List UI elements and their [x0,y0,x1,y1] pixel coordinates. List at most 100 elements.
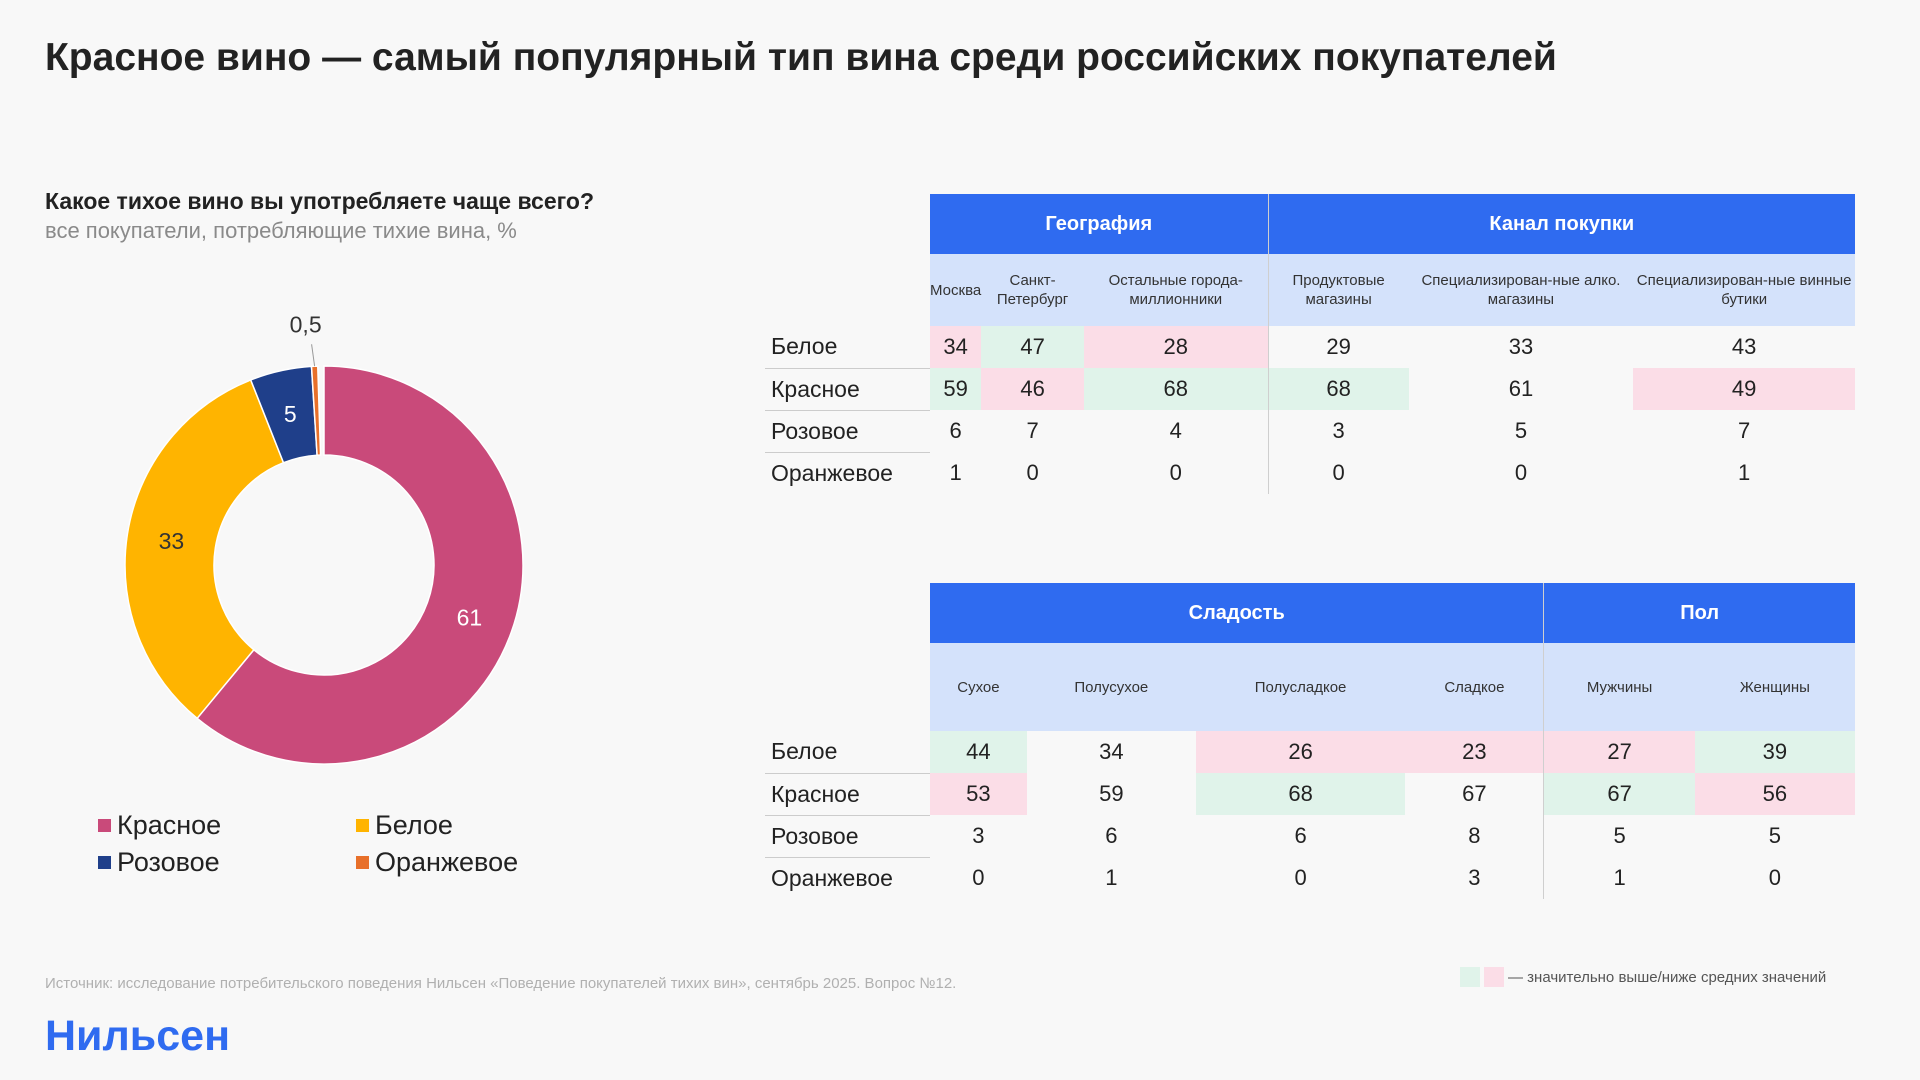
slice-label: 33 [159,528,185,554]
significance-text: — значительно выше/ниже средних значений [1508,968,1827,986]
cell: 0 [1267,452,1409,494]
cell: 7 [1026,418,1039,443]
cell: 67 [1462,781,1487,806]
cell: 0 [1169,460,1182,485]
column-header: Москва [930,254,982,326]
column-header: Остальные города-миллионники [1083,254,1269,326]
cell: 29 [1267,326,1409,368]
slice-label: 61 [457,604,483,630]
cell: 53 [930,773,1027,815]
cell: 39 [1694,731,1855,773]
cell: 23 [1405,731,1544,773]
row-label: Белое [765,326,930,369]
cell: 3 [1267,410,1409,452]
table-row: Розовое 3 6 6 8 5 5 [765,815,1855,858]
legend-item: Белое [356,810,556,841]
slice-1 [124,379,285,720]
row-label: Белое [765,731,930,774]
above-swatch [1460,967,1480,987]
cell: 56 [1694,773,1855,815]
chart-question: Какое тихое вино вы употребляете чаще вс… [45,188,595,214]
cell: 59 [930,368,982,410]
row-label: Красное [765,368,930,411]
cell: 59 [1099,781,1124,806]
cell: 1 [1543,857,1695,899]
cell: 1 [949,460,962,485]
legend-item: Оранжевое [356,847,556,878]
table-row: Белое 34 47 28 29 33 43 [765,326,1855,369]
column-header: Мужчины [1543,643,1695,731]
column-header: Женщины [1694,643,1855,731]
legend-item: Красное [98,810,356,841]
table-row: Розовое 6 7 4 3 5 7 [765,410,1855,453]
row-label: Оранжевое [771,864,893,891]
table-row: Белое 44 34 26 23 27 39 [765,731,1855,774]
source-note: Источник: исследование потребительского … [45,975,957,992]
table-row: Оранжевое 0 1 0 3 1 0 [765,857,1855,899]
table-geography-channel: География Канал покупки Москва Санкт-Петерб… [765,194,1855,494]
slice-label: 0,5 [290,311,322,337]
cell: 4 [1169,418,1182,443]
significance-legend: — значительно выше/ниже средних значений [1460,967,1826,987]
leader-line [311,344,316,367]
cell: 44 [930,731,1027,773]
cell: 5 [1514,418,1528,443]
cell: 68 [1267,368,1409,410]
cell: 28 [1083,326,1269,368]
column-header: Специализирован-ные алко. магазины [1408,254,1634,326]
table-row: Красное 59 46 68 68 61 49 [765,368,1855,411]
chart-subtitle: все покупатели, потребляющие тихие вина,… [45,218,517,243]
row-label: Красное [765,773,930,816]
cell: 1 [1105,865,1118,890]
cell: 8 [1468,823,1481,848]
group-header: Сладость [930,583,1544,643]
cell: 47 [981,326,1084,368]
cell: 0 [1026,460,1039,485]
cell: 68 [1083,368,1269,410]
legend-item: Розовое [98,847,356,878]
row-label: Розовое [765,410,930,453]
cell: 0 [972,865,985,890]
group-header: Канал покупки [1267,194,1855,254]
donut-chart: 61 33 5 0,5 [124,311,524,765]
legend-swatch [356,856,369,869]
legend-label: Оранжевое [375,847,519,877]
cell: 3 [972,823,985,848]
cell: 26 [1195,731,1406,773]
column-header: Санкт-Петербург [981,254,1084,326]
cell: 3 [1468,865,1481,890]
cell: 61 [1508,376,1534,401]
page-title: Красное вино — самый популярный тип вина… [45,36,1557,79]
slice-3 [310,365,322,457]
legend-swatch [356,819,369,832]
row-label: Оранжевое [771,459,893,486]
cell: 68 [1195,773,1406,815]
legend-swatch [98,819,111,832]
cell: 6 [1294,823,1307,848]
cell: 5 [1543,815,1695,857]
cell: 0 [1294,865,1307,890]
slice-0 [196,365,524,765]
table-row: Красное 53 59 68 67 67 56 [765,773,1855,816]
column-header: Полусладкое [1195,643,1406,731]
nielsen-logo: Нильсен [45,1012,231,1060]
group-header: Пол [1543,583,1855,643]
cell: 33 [1508,334,1534,359]
row-label: Розовое [765,815,930,858]
cell: 6 [1105,823,1118,848]
legend: Красное Белое Розовое Оранжевое [98,810,556,878]
column-header: Продуктовые магазины [1267,254,1409,326]
slice-label: 5 [284,401,297,427]
column-header: Специализирован-ные винные бутики [1633,254,1855,326]
cell: 49 [1633,368,1855,410]
legend-label: Белое [375,810,453,840]
column-header: Полусухое [1026,643,1196,731]
legend-swatch [98,856,111,869]
cell: 43 [1731,334,1757,359]
column-header: Сухое [930,643,1027,731]
cell: 0 [1768,865,1781,890]
cell: 34 [930,326,982,368]
cell: 6 [949,418,962,443]
cell: 46 [981,368,1084,410]
below-swatch [1484,967,1504,987]
